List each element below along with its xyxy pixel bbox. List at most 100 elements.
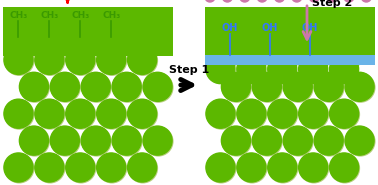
Circle shape bbox=[315, 127, 344, 156]
Circle shape bbox=[284, 127, 313, 156]
Circle shape bbox=[36, 154, 65, 183]
Circle shape bbox=[82, 127, 111, 156]
Circle shape bbox=[36, 46, 65, 75]
Text: Step 1: Step 1 bbox=[169, 65, 209, 75]
Circle shape bbox=[268, 45, 297, 74]
Circle shape bbox=[66, 37, 95, 66]
Text: OH: OH bbox=[222, 23, 238, 33]
Circle shape bbox=[238, 46, 267, 75]
Circle shape bbox=[98, 100, 127, 129]
Circle shape bbox=[5, 154, 34, 183]
Circle shape bbox=[113, 127, 142, 156]
Circle shape bbox=[66, 99, 95, 128]
Circle shape bbox=[268, 55, 297, 84]
Circle shape bbox=[129, 100, 157, 129]
Circle shape bbox=[222, 0, 232, 2]
Circle shape bbox=[268, 153, 297, 182]
Circle shape bbox=[4, 37, 33, 66]
Circle shape bbox=[292, 0, 302, 2]
Circle shape bbox=[50, 126, 79, 155]
Bar bbox=[3, 7, 173, 56]
Circle shape bbox=[253, 127, 282, 156]
Text: OH: OH bbox=[262, 23, 278, 33]
Circle shape bbox=[222, 73, 251, 102]
Text: CH₃: CH₃ bbox=[9, 11, 28, 19]
Circle shape bbox=[19, 72, 48, 101]
Circle shape bbox=[253, 73, 282, 102]
Circle shape bbox=[207, 46, 236, 75]
Circle shape bbox=[299, 153, 328, 182]
Circle shape bbox=[35, 45, 64, 74]
Circle shape bbox=[143, 126, 172, 155]
Circle shape bbox=[268, 154, 297, 183]
Circle shape bbox=[206, 55, 235, 84]
Circle shape bbox=[240, 0, 250, 2]
Circle shape bbox=[5, 100, 34, 129]
Circle shape bbox=[252, 72, 281, 101]
Circle shape bbox=[314, 126, 343, 155]
Bar bbox=[3, 56, 173, 182]
Circle shape bbox=[330, 45, 359, 74]
Circle shape bbox=[97, 99, 126, 128]
Circle shape bbox=[112, 72, 141, 101]
Circle shape bbox=[299, 45, 328, 74]
Circle shape bbox=[206, 45, 235, 74]
Circle shape bbox=[268, 100, 297, 129]
Circle shape bbox=[299, 46, 328, 75]
Circle shape bbox=[82, 73, 111, 102]
Circle shape bbox=[345, 126, 374, 155]
Circle shape bbox=[346, 127, 375, 156]
Circle shape bbox=[299, 55, 328, 84]
Circle shape bbox=[97, 37, 126, 66]
Circle shape bbox=[222, 126, 251, 155]
Circle shape bbox=[330, 46, 359, 75]
Circle shape bbox=[237, 99, 266, 128]
Circle shape bbox=[67, 46, 96, 75]
Circle shape bbox=[35, 153, 64, 182]
Circle shape bbox=[344, 0, 354, 2]
Bar bbox=[205, 65, 375, 182]
Circle shape bbox=[98, 46, 127, 75]
Circle shape bbox=[81, 126, 110, 155]
Circle shape bbox=[238, 100, 267, 129]
Circle shape bbox=[330, 154, 359, 183]
Circle shape bbox=[206, 99, 235, 128]
Circle shape bbox=[144, 73, 173, 102]
Circle shape bbox=[274, 0, 285, 2]
Circle shape bbox=[222, 127, 251, 156]
Circle shape bbox=[127, 153, 156, 182]
Circle shape bbox=[299, 154, 328, 183]
Circle shape bbox=[20, 73, 49, 102]
Circle shape bbox=[238, 154, 267, 183]
Circle shape bbox=[268, 99, 297, 128]
Text: CH₃: CH₃ bbox=[71, 11, 90, 19]
Circle shape bbox=[268, 46, 297, 75]
Circle shape bbox=[97, 45, 126, 74]
Circle shape bbox=[51, 127, 80, 156]
Circle shape bbox=[66, 153, 95, 182]
Circle shape bbox=[127, 37, 156, 66]
Bar bbox=[205, 7, 375, 55]
Circle shape bbox=[4, 99, 33, 128]
Circle shape bbox=[299, 99, 328, 128]
Circle shape bbox=[35, 37, 64, 66]
Circle shape bbox=[330, 100, 359, 129]
Circle shape bbox=[81, 72, 110, 101]
Circle shape bbox=[144, 127, 173, 156]
Circle shape bbox=[67, 154, 96, 183]
Text: CH₃: CH₃ bbox=[102, 11, 120, 19]
Circle shape bbox=[207, 154, 236, 183]
Circle shape bbox=[51, 73, 80, 102]
Circle shape bbox=[345, 72, 374, 101]
Bar bbox=[205, 55, 375, 65]
Text: OH: OH bbox=[302, 23, 318, 33]
Circle shape bbox=[330, 55, 359, 84]
Circle shape bbox=[252, 126, 281, 155]
Circle shape bbox=[330, 153, 359, 182]
Circle shape bbox=[127, 99, 156, 128]
Circle shape bbox=[98, 154, 127, 183]
Circle shape bbox=[283, 72, 312, 101]
Circle shape bbox=[129, 154, 157, 183]
Circle shape bbox=[113, 73, 142, 102]
Circle shape bbox=[97, 153, 126, 182]
